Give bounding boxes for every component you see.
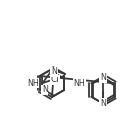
Text: N: N bbox=[42, 85, 48, 95]
Text: N: N bbox=[100, 73, 106, 82]
Text: NH: NH bbox=[27, 79, 39, 88]
Text: NH: NH bbox=[73, 79, 85, 88]
Text: N: N bbox=[51, 68, 57, 76]
Text: N: N bbox=[100, 99, 106, 108]
Text: Cl: Cl bbox=[51, 75, 59, 85]
